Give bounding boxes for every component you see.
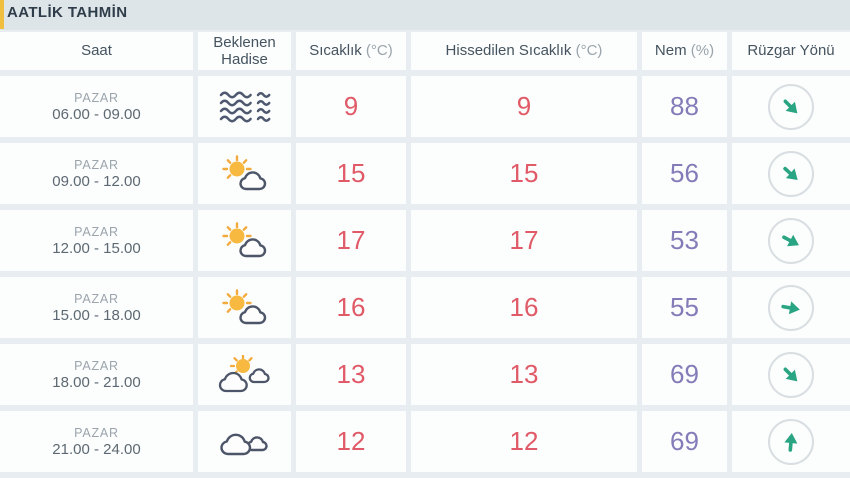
table-row-wind xyxy=(732,411,850,472)
table-row-time: PAZAR 15.00 - 18.00 xyxy=(0,277,193,338)
table-row-condition xyxy=(198,411,291,472)
day-label: PAZAR xyxy=(74,157,119,172)
hourly-forecast-table: Saat Beklenen Hadise Sıcaklık (°C) Hisse… xyxy=(0,32,850,472)
header-label: Nem xyxy=(654,42,687,60)
wind-direction-arrow-icon xyxy=(783,367,798,381)
sun-cloud-icon xyxy=(221,288,266,324)
table-row-time: PAZAR 06.00 - 09.00 xyxy=(0,76,193,137)
table-row-wind xyxy=(732,76,850,137)
header-unit: (°C) xyxy=(575,42,603,60)
header-label: Sıcaklık xyxy=(309,42,362,60)
wind-direction-arrow-icon xyxy=(782,234,799,246)
header-label: Hissedilen Sıcaklık xyxy=(445,42,572,60)
feels-like-value: 16 xyxy=(411,277,637,338)
page-title: AATLİK TAHMİN xyxy=(7,4,128,21)
table-row-condition xyxy=(198,210,291,271)
temperature-value: 13 xyxy=(296,344,406,405)
table-row-condition xyxy=(198,143,291,204)
wind-direction-circle xyxy=(768,351,814,398)
time-range: 06.00 - 09.00 xyxy=(52,105,141,123)
day-label: PAZAR xyxy=(74,224,119,239)
humidity-value: 69 xyxy=(642,344,727,405)
fog-icon xyxy=(219,91,270,122)
humidity-value: 53 xyxy=(642,210,727,271)
temperature-value: 16 xyxy=(296,277,406,338)
day-label: PAZAR xyxy=(74,90,119,105)
day-label: PAZAR xyxy=(74,358,119,373)
table-row-condition xyxy=(198,277,291,338)
table-row-wind xyxy=(732,277,850,338)
wind-direction-arrow-icon xyxy=(781,300,800,314)
title-accent-bar xyxy=(0,0,4,29)
wind-direction-arrow-icon xyxy=(783,99,798,113)
column-header-temperature: Sıcaklık (°C) xyxy=(296,32,406,70)
table-row-time: PAZAR 21.00 - 24.00 xyxy=(0,411,193,472)
wind-direction-arrow-icon xyxy=(783,166,798,180)
column-header-humidity: Nem (%) xyxy=(642,32,727,70)
time-range: 15.00 - 18.00 xyxy=(52,306,141,324)
table-row-time: PAZAR 18.00 - 21.00 xyxy=(0,344,193,405)
temperature-value: 17 xyxy=(296,210,406,271)
header-unit: (°C) xyxy=(365,42,393,60)
header-label: Rüzgar Yönü xyxy=(747,42,835,60)
sun-cloud-icon xyxy=(221,154,266,190)
header-label: Beklenen xyxy=(213,33,276,51)
time-range: 12.00 - 15.00 xyxy=(52,239,141,257)
wind-direction-circle xyxy=(768,150,814,197)
wind-direction-circle xyxy=(768,284,814,331)
table-row-wind xyxy=(732,210,850,271)
temperature-value: 12 xyxy=(296,411,406,472)
sun-clouds-icon xyxy=(218,354,270,392)
time-range: 21.00 - 24.00 xyxy=(52,440,141,458)
column-header-wind-direction: Rüzgar Yönü xyxy=(732,32,850,70)
wind-direction-circle xyxy=(768,418,814,465)
humidity-value: 56 xyxy=(642,143,727,204)
feels-like-value: 12 xyxy=(411,411,637,472)
wind-direction-circle xyxy=(768,83,814,130)
table-row-condition xyxy=(198,76,291,137)
feels-like-value: 13 xyxy=(411,344,637,405)
time-range: 09.00 - 12.00 xyxy=(52,172,141,190)
time-range: 18.00 - 21.00 xyxy=(52,373,141,391)
header-label: Saat xyxy=(81,42,112,60)
day-label: PAZAR xyxy=(74,425,119,440)
feels-like-value: 17 xyxy=(411,210,637,271)
temperature-value: 15 xyxy=(296,143,406,204)
feels-like-value: 9 xyxy=(411,76,637,137)
column-header-feels-like: Hissedilen Sıcaklık (°C) xyxy=(411,32,637,70)
humidity-value: 55 xyxy=(642,277,727,338)
wind-direction-circle xyxy=(768,217,814,264)
header-unit: (%) xyxy=(690,42,715,60)
humidity-value: 69 xyxy=(642,411,727,472)
header-label: Hadise xyxy=(221,51,268,68)
wind-direction-arrow-icon xyxy=(784,432,798,452)
humidity-value: 88 xyxy=(642,76,727,137)
clouds-icon xyxy=(219,433,268,455)
column-header-time: Saat xyxy=(0,32,193,70)
table-row-time: PAZAR 12.00 - 15.00 xyxy=(0,210,193,271)
day-label: PAZAR xyxy=(74,291,119,306)
title-strip xyxy=(0,0,850,30)
table-row-wind xyxy=(732,344,850,405)
temperature-value: 9 xyxy=(296,76,406,137)
table-row-wind xyxy=(732,143,850,204)
feels-like-value: 15 xyxy=(411,143,637,204)
table-row-time: PAZAR 09.00 - 12.00 xyxy=(0,143,193,204)
column-header-condition: Beklenen Hadise xyxy=(198,32,291,70)
table-row-condition xyxy=(198,344,291,405)
sun-cloud-icon xyxy=(221,221,266,257)
